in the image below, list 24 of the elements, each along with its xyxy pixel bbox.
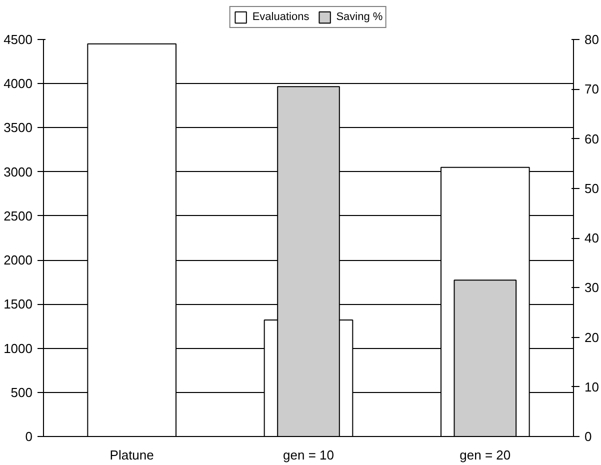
y2-tick-label: 30 — [584, 280, 599, 296]
y2-tick-label: 20 — [584, 330, 599, 345]
y2-tick-label: 80 — [584, 32, 599, 47]
y2-tick-label: 70 — [584, 82, 599, 97]
y-tick-label: 1500 — [4, 296, 32, 312]
y-tick-label: 3000 — [4, 164, 32, 180]
y-tick-label: 2000 — [4, 252, 32, 268]
y2-tick-label: 50 — [584, 180, 599, 196]
y2-tick-label: 10 — [584, 379, 599, 394]
x-tick-label: Platune — [110, 448, 154, 462]
y2-tick-label: 40 — [584, 230, 599, 246]
legend-label: Saving % — [336, 10, 383, 24]
legend-label: Evaluations — [252, 10, 310, 24]
x-tick-label: gen = 10 — [283, 448, 334, 462]
y-tick-label: 1000 — [4, 340, 32, 356]
y2-tick-label: 0 — [584, 429, 592, 444]
y-tick-label: 0 — [25, 429, 33, 444]
y-tick-label: 3500 — [4, 120, 32, 136]
y-tick-label: 4000 — [4, 76, 32, 92]
y-tick-label: 2500 — [4, 208, 32, 224]
y-tick-label: 500 — [10, 384, 33, 400]
x-tick-label: gen = 20 — [460, 448, 511, 462]
y-tick-label: 4500 — [4, 32, 32, 47]
y2-tick-label: 60 — [584, 131, 599, 146]
